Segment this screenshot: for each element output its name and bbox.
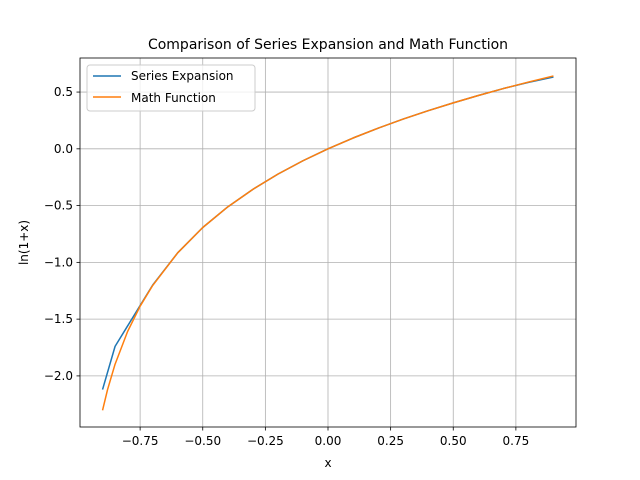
y-tick-label: −1.0 [44,255,73,269]
x-tick-label: −0.75 [122,434,159,448]
legend-label-math-function: Math Function [131,91,216,105]
chart-title: Comparison of Series Expansion and Math … [148,37,508,53]
x-tick-label: 0.25 [377,434,404,448]
x-tick-label: −0.50 [184,434,221,448]
y-tick-label: −0.5 [44,199,73,213]
tick-layer: −0.75 −0.50 −0.25 0.00 0.25 0.50 0.75 0.5 0.0 −0.… [44,85,529,448]
legend-label-series-expansion: Series Expansion [131,69,234,83]
x-tick-label: 0.50 [440,434,467,448]
x-tick-label: 0.00 [315,434,342,448]
y-tick-label: −2.0 [44,369,73,383]
legend-box [86,64,256,112]
series-layer [101,75,554,411]
y-tick-label: −1.5 [44,312,73,326]
y-tick-label: 0.5 [54,85,73,99]
y-axis-label: ln(1+x) [17,220,31,265]
y-tick-label: 0.0 [54,142,73,156]
x-axis-label: x [324,456,331,470]
x-tick-label: 0.75 [503,434,530,448]
series-line-math-function [101,75,554,411]
legend: Series Expansion Math Function [86,64,256,112]
x-tick-label: −0.25 [247,434,284,448]
